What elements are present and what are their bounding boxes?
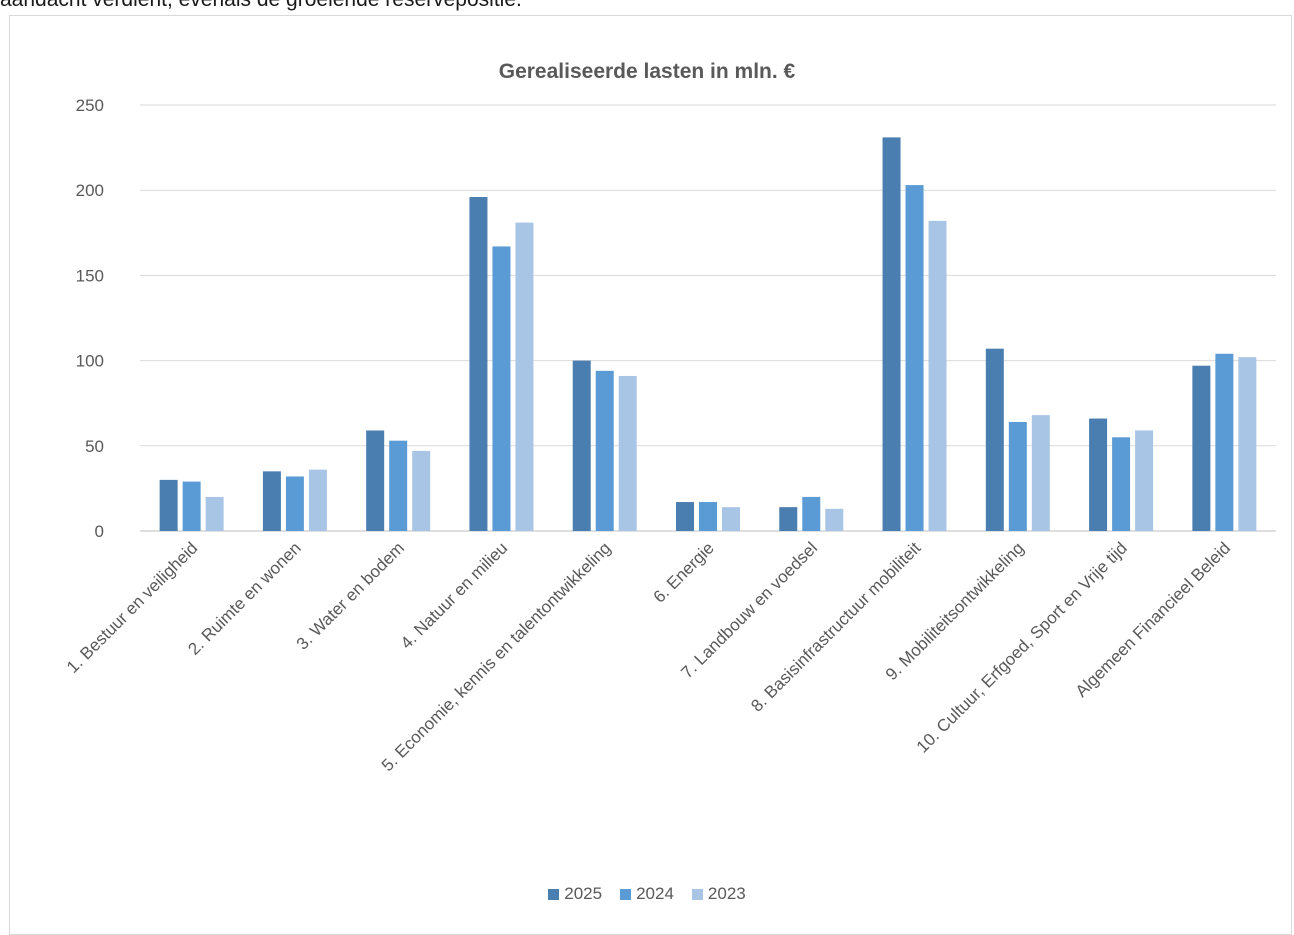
bar-2025-2 <box>262 471 281 531</box>
bar-2025-11 <box>1192 365 1211 531</box>
bar-2023-7 <box>825 508 844 531</box>
bar-2024-8 <box>905 185 924 531</box>
bar-2023-4 <box>515 222 534 532</box>
x-tick-label: 10. Cultuur, Erfgoed, Sport en Vrije tij… <box>913 538 1131 756</box>
x-tick-label: 8. Basisinfrastructuur mobiliteit <box>747 538 924 715</box>
bar-2023-5 <box>618 375 637 531</box>
bar-2024-2 <box>285 476 304 531</box>
bar-2023-11 <box>1238 357 1257 531</box>
bar-2025-10 <box>1089 418 1108 531</box>
x-tick-label: 6. Energie <box>650 538 718 606</box>
x-tick-label: 2. Ruimte en wonen <box>184 538 304 658</box>
bar-2024-3 <box>389 440 408 531</box>
chart-frame <box>9 15 1292 935</box>
bar-2023-2 <box>308 469 327 531</box>
bar-2023-10 <box>1135 430 1154 531</box>
legend-item-2025: 2025 <box>548 884 602 904</box>
bar-2023-8 <box>928 220 947 531</box>
bar-2025-1 <box>159 479 178 531</box>
bar-2025-5 <box>572 360 591 531</box>
chart-title: Gerealiseerde lasten in mln. € <box>498 60 796 83</box>
y-tick-label: 200 <box>76 181 104 200</box>
x-tick-label: 3. Water en bodem <box>293 538 408 653</box>
y-tick-label: 100 <box>76 352 104 371</box>
x-tick-label: 4. Natuur en milieu <box>397 538 511 652</box>
legend-swatch <box>620 888 632 900</box>
bar-2023-9 <box>1031 415 1050 531</box>
bar-2023-3 <box>412 450 431 531</box>
bar-2023-1 <box>205 496 224 531</box>
legend-item-2023: 2023 <box>691 884 746 904</box>
document-text-line: aandacht verdient, evenals de groeiende … <box>0 0 522 14</box>
bar-2024-7 <box>802 496 821 531</box>
legend-label: 2023 <box>707 884 746 903</box>
bar-2023-6 <box>722 507 740 531</box>
bar-2025-3 <box>366 430 385 531</box>
legend-label: 2024 <box>636 884 674 903</box>
bar-2024-9 <box>1008 421 1027 531</box>
bar-2025-7 <box>779 507 798 531</box>
chart-legend: 2025 2024 2023 <box>0 884 1294 904</box>
legend-label: 2025 <box>564 884 603 903</box>
legend-item-2024: 2024 <box>620 884 674 904</box>
bar-2024-1 <box>182 481 201 531</box>
bar-2024-10 <box>1112 437 1131 531</box>
y-tick-label: 250 <box>76 96 104 115</box>
bar-2025-8 <box>882 137 901 531</box>
bar-2025-6 <box>676 502 694 531</box>
y-tick-label: 50 <box>85 437 104 456</box>
legend-swatch <box>691 888 703 900</box>
bar-2024-11 <box>1215 353 1234 531</box>
x-tick-label: 5. Economie, kennis en talentontwikkelin… <box>378 538 615 775</box>
y-tick-label: 0 <box>95 522 104 541</box>
x-tick-label: 1. Bestuur en veiligheid <box>63 538 201 676</box>
legend-swatch <box>548 888 560 900</box>
bar-2024-4 <box>492 246 511 531</box>
y-tick-label: 150 <box>76 266 104 285</box>
bar-2025-4 <box>469 197 488 532</box>
bar-2025-9 <box>985 348 1004 531</box>
bar-2024-6 <box>699 502 717 531</box>
bar-2024-5 <box>595 370 614 531</box>
